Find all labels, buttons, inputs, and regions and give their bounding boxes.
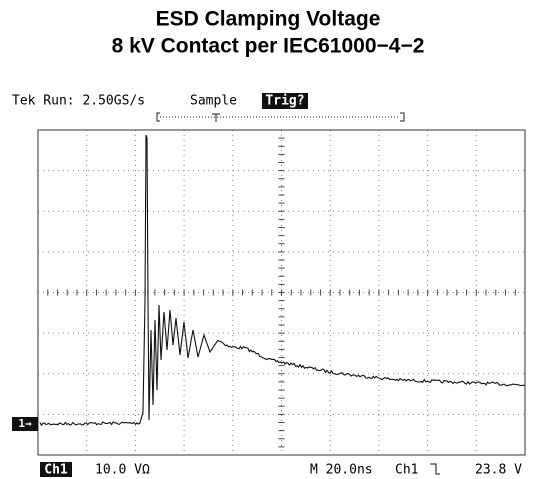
record-bracket — [157, 113, 404, 122]
title: ESD Clamping Voltage — [156, 8, 381, 31]
trigger-source: Ch1 — [395, 463, 418, 478]
trigger-level: 23.8 V — [475, 463, 522, 478]
channel-marker: 1→ — [18, 417, 32, 430]
trigger-state: Trig? — [265, 94, 304, 109]
scope-status: Tek Run: 2.50GS/s — [12, 94, 145, 109]
page: ESD Clamping Voltage 8 kV Contact per IE… — [0, 0, 537, 479]
volts-per-div: 10.0 VΩ — [95, 463, 150, 478]
channel: Ch1 — [44, 463, 68, 478]
acquisition-mode: Sample — [190, 94, 237, 109]
timebase: M 20.0ns — [310, 463, 373, 478]
trigger-slope-icon — [430, 464, 440, 474]
graticule — [38, 130, 525, 455]
subtitle: 8 kV Contact per IEC61000−4−2 — [112, 35, 425, 58]
